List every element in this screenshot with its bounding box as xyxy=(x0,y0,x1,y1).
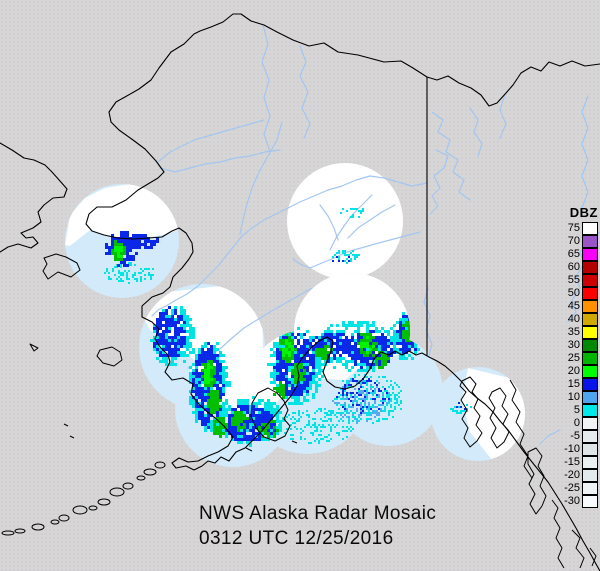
legend-row: 50 xyxy=(554,286,598,300)
legend-color-swatch xyxy=(582,273,598,287)
legend-value-label: 70 xyxy=(567,235,580,247)
dbz-legend: DBZ 75 70 65 60 55 50 45 40 35 30 25 20 15 10 5 0 -5 -10-… xyxy=(554,205,598,508)
pribilof-islands xyxy=(63,423,75,439)
legend-row: 10 xyxy=(554,390,598,404)
legend-color-swatch xyxy=(582,403,598,417)
legend-row: -30 xyxy=(554,494,598,508)
legend-value-label: -5 xyxy=(570,430,580,442)
st-matthew-island xyxy=(29,343,39,352)
legend-value-label: 50 xyxy=(567,287,580,299)
map-timestamp: 0312 UTC 12/25/2016 xyxy=(199,528,394,549)
legend-title: DBZ xyxy=(569,205,598,220)
legend-color-swatch xyxy=(582,429,598,443)
legend-value-label: 45 xyxy=(567,300,580,312)
legend-color-swatch xyxy=(582,260,598,274)
legend-color-swatch xyxy=(582,222,598,235)
legend-color-swatch xyxy=(582,325,598,339)
legend-value-label: -25 xyxy=(564,482,580,494)
rivers xyxy=(151,24,600,445)
legend-row: 45 xyxy=(554,299,598,313)
legend-rows: 75 70 65 60 55 50 45 40 35 30 25 20 15 10 5 0 -5 -10 -15 -2… xyxy=(554,222,598,508)
russia-coastline xyxy=(0,142,68,253)
legend-row: 55 xyxy=(554,273,598,287)
legend-color-swatch xyxy=(582,351,598,365)
legend-color-swatch xyxy=(582,234,598,248)
legend-row: 35 xyxy=(554,325,598,339)
legend-row: 40 xyxy=(554,312,598,326)
legend-color-swatch xyxy=(582,390,598,404)
southeast-panhandle xyxy=(459,376,597,569)
legend-color-swatch xyxy=(582,481,598,495)
legend-color-swatch xyxy=(582,494,598,508)
legend-value-label: 60 xyxy=(567,261,580,273)
alaska-coastline xyxy=(85,13,600,571)
legend-row: 15 xyxy=(554,377,598,391)
legend-color-swatch xyxy=(582,377,598,391)
legend-value-label: 55 xyxy=(567,274,580,286)
legend-color-swatch xyxy=(582,442,598,456)
legend-color-swatch xyxy=(582,468,598,482)
aleutian-islands xyxy=(1,461,166,536)
legend-row: 25 xyxy=(554,351,598,365)
legend-value-label: 15 xyxy=(567,378,580,390)
legend-row: -5 xyxy=(554,429,598,443)
legend-row: -20 xyxy=(554,468,598,482)
legend-row: 70 xyxy=(554,234,598,248)
legend-value-label: 75 xyxy=(567,222,580,234)
legend-value-label: 35 xyxy=(567,326,580,338)
legend-value-label: -15 xyxy=(564,456,580,468)
legend-row: 75 xyxy=(554,222,598,235)
legend-value-label: 10 xyxy=(567,391,580,403)
legend-row: 5 xyxy=(554,403,598,417)
legend-color-swatch xyxy=(582,247,598,261)
legend-row: 30 xyxy=(554,338,598,352)
legend-row: -10 xyxy=(554,442,598,456)
legend-color-swatch xyxy=(582,364,598,378)
st-lawrence-island xyxy=(42,253,81,280)
legend-value-label: 20 xyxy=(567,365,580,377)
legend-color-swatch xyxy=(582,299,598,313)
legend-value-label: 5 xyxy=(573,404,580,416)
legend-row: -25 xyxy=(554,481,598,495)
kodiak-island xyxy=(245,387,298,452)
coastlines xyxy=(0,13,600,571)
legend-row: 20 xyxy=(554,364,598,378)
precipitation-echoes xyxy=(104,208,472,447)
legend-row: -15 xyxy=(554,455,598,469)
legend-row: 65 xyxy=(554,247,598,261)
legend-value-label: 40 xyxy=(567,313,580,325)
title-block: NWS Alaska Radar Mosaic 0312 UTC 12/25/2… xyxy=(199,501,436,551)
legend-value-label: 30 xyxy=(567,339,580,351)
legend-color-swatch xyxy=(582,455,598,469)
legend-value-label: -10 xyxy=(564,443,580,455)
legend-color-swatch xyxy=(582,312,598,326)
legend-color-swatch xyxy=(582,286,598,300)
radar-land-overlay xyxy=(65,184,179,246)
radar-circle xyxy=(287,163,403,279)
legend-color-swatch xyxy=(582,338,598,352)
legend-value-label: -30 xyxy=(564,495,580,507)
legend-value-label: 0 xyxy=(573,417,580,429)
map-title: NWS Alaska Radar Mosaic xyxy=(199,503,437,524)
nunivak-island xyxy=(96,346,123,367)
legend-row: 60 xyxy=(554,260,598,274)
legend-value-label: -20 xyxy=(564,469,580,481)
legend-color-swatch xyxy=(582,416,598,430)
legend-value-label: 25 xyxy=(567,352,580,364)
legend-row: 0 xyxy=(554,416,598,430)
legend-value-label: 65 xyxy=(567,248,580,260)
